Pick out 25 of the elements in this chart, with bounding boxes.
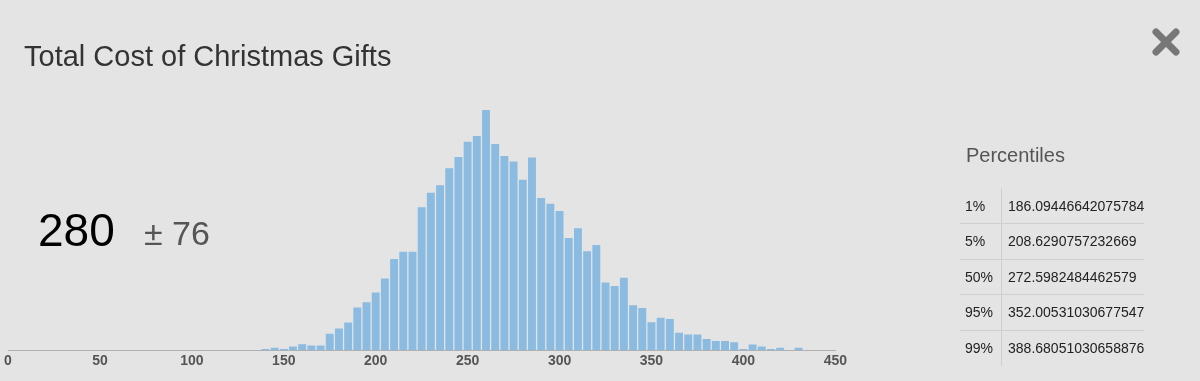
x-tick-label: 450 [823,352,848,369]
x-tick-label: 300 [547,352,572,369]
text: 186.09446642075784 [1007,196,1145,216]
text: 5% [960,223,1002,259]
annotation: 280 [38,203,115,257]
x-tick-label: 50 [92,352,108,369]
text: 272.5982484462579 [1007,267,1138,287]
text: Percentiles [966,144,1065,167]
x-tick-label: 400 [731,352,756,369]
x-tick-label: 100 [180,352,204,369]
chart-title: Total Cost of Christmas Gifts [24,40,392,73]
text: 388.68051030658876 [1007,339,1145,358]
x-tick-label: 200 [364,352,388,369]
text: 208.6290757232669 [1007,232,1138,252]
x-tick-label: 0 [4,352,13,369]
text: 99% [960,330,1002,366]
annotation: ± 76 [144,214,210,253]
text: 50% [960,259,1002,295]
text: 352.00531030677547 [1007,303,1145,323]
text: 95% [960,294,1002,330]
text: 1% [960,188,1002,224]
x-tick-label: 150 [272,352,296,369]
x-tick-label: 250 [455,352,480,369]
x-tick-label: 350 [639,352,664,369]
bar [316,345,325,351]
